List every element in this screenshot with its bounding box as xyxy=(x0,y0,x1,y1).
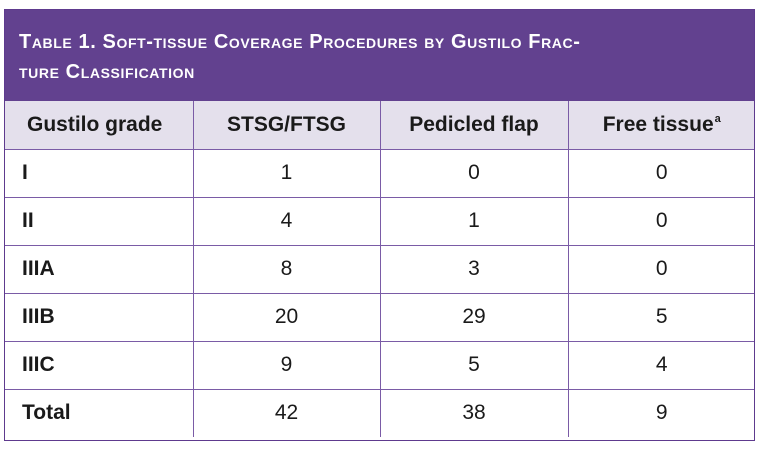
cell-free-tissue: 4 xyxy=(567,340,755,389)
column-header-label: Free tissue xyxy=(602,112,714,136)
cell-stsg-ftsg: 4 xyxy=(192,196,380,245)
cell-free-tissue: 0 xyxy=(567,196,755,245)
cell-gustilo-grade: Total xyxy=(4,388,193,437)
cell-free-tissue: 5 xyxy=(567,292,755,341)
table-row: IIIC 9 5 4 xyxy=(4,340,755,389)
cell-pedicled-flap: 3 xyxy=(379,244,568,293)
table-border xyxy=(4,9,755,441)
footnote-marker: a xyxy=(714,112,721,125)
coverage-table: Gustilo grade STSG/FTSG Pedicled flap Fr… xyxy=(4,101,755,437)
column-header-label: Gustilo grade xyxy=(27,112,163,136)
table-title-line-2: ture Classification xyxy=(19,61,195,83)
cell-pedicled-flap: 29 xyxy=(379,292,568,341)
cell-pedicled-flap: 1 xyxy=(379,196,568,245)
cell-stsg-ftsg: 9 xyxy=(192,340,380,389)
table-row: IIIA 8 3 0 xyxy=(4,244,755,293)
table-row-total: Total 42 38 9 xyxy=(4,388,755,437)
cell-stsg-ftsg: 42 xyxy=(192,388,380,437)
column-header-free-tissue: Free tissuea xyxy=(567,101,755,149)
column-header-label: STSG/FTSG xyxy=(226,112,346,136)
column-header-label: Pedicled flap xyxy=(409,112,539,136)
column-header-stsg-ftsg: STSG/FTSG xyxy=(192,101,380,149)
cell-stsg-ftsg: 8 xyxy=(192,244,380,293)
cell-pedicled-flap: 5 xyxy=(379,340,568,389)
column-header-gustilo-grade: Gustilo grade xyxy=(4,101,193,149)
cell-gustilo-grade: IIIC xyxy=(4,340,193,389)
cell-gustilo-grade: IIIA xyxy=(4,244,193,293)
cell-pedicled-flap: 38 xyxy=(379,388,568,437)
table-row: IIIB 20 29 5 xyxy=(4,292,755,341)
cell-gustilo-grade: IIIB xyxy=(4,292,193,341)
cell-free-tissue: 0 xyxy=(567,244,755,293)
cell-stsg-ftsg: 1 xyxy=(192,148,380,197)
table-row: II 4 1 0 xyxy=(4,196,755,245)
cell-pedicled-flap: 0 xyxy=(379,148,568,197)
table-row: I 1 0 0 xyxy=(4,148,755,197)
cell-free-tissue: 0 xyxy=(567,148,755,197)
cell-gustilo-grade: I xyxy=(4,148,193,197)
table-title: Table 1. Soft-tissue Coverage Procedures… xyxy=(4,9,755,101)
table-title-line-1: Table 1. Soft-tissue Coverage Procedures… xyxy=(19,31,581,53)
table-header-row: Gustilo grade STSG/FTSG Pedicled flap Fr… xyxy=(4,101,755,149)
cell-stsg-ftsg: 20 xyxy=(192,292,380,341)
cell-free-tissue: 9 xyxy=(567,388,755,437)
cell-gustilo-grade: II xyxy=(4,196,193,245)
column-header-pedicled-flap: Pedicled flap xyxy=(379,101,568,149)
